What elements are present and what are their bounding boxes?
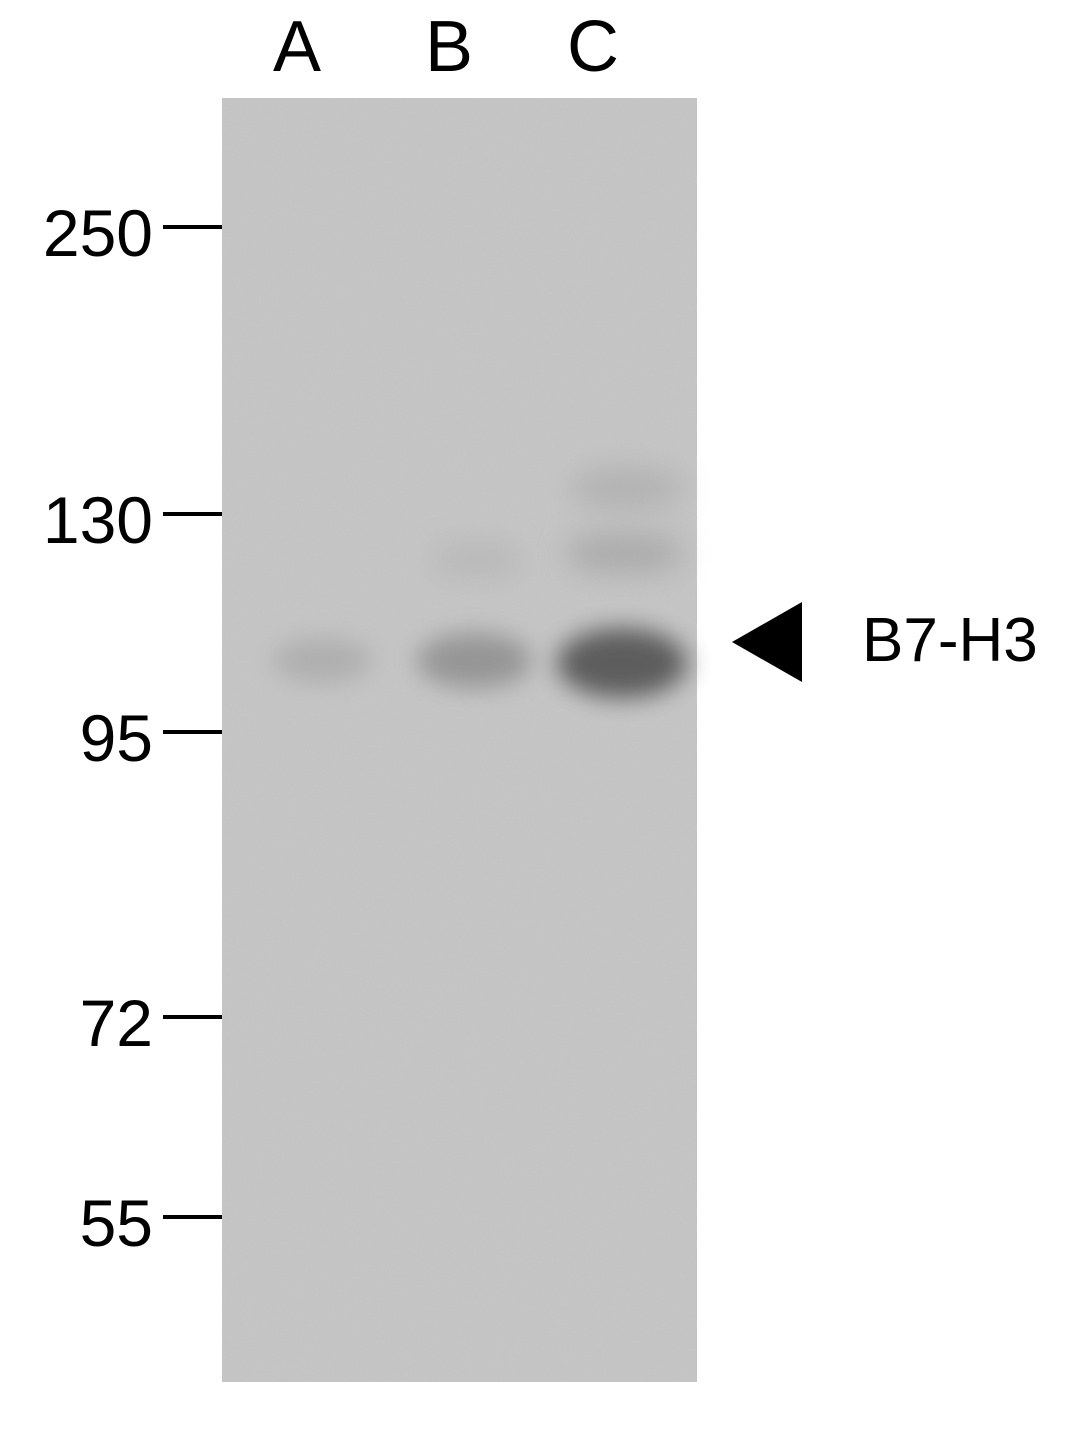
band-lane-a bbox=[272, 638, 372, 683]
mw-marker-72: 72 bbox=[80, 985, 153, 1061]
protein-label-b7h3: B7-H3 bbox=[862, 605, 1038, 676]
blot-membrane bbox=[222, 98, 697, 1382]
faint-band-c-upper2 bbox=[567, 533, 682, 573]
lane-label-c: C bbox=[567, 6, 619, 88]
arrow-icon bbox=[732, 602, 842, 682]
lane-label-a: A bbox=[273, 6, 321, 88]
lane-label-b: B bbox=[425, 6, 473, 88]
western-blot-figure: A B C 250 130 95 72 55 bbox=[0, 0, 1080, 1441]
faint-band-b-upper bbox=[432, 543, 522, 578]
mw-marker-95: 95 bbox=[80, 700, 153, 776]
faint-band-c-upper1 bbox=[572, 468, 682, 508]
band-lane-b bbox=[417, 633, 532, 688]
mw-tick-72 bbox=[163, 1015, 223, 1019]
blot-texture-icon bbox=[222, 98, 697, 1382]
mw-marker-55: 55 bbox=[80, 1185, 153, 1261]
mw-tick-250 bbox=[163, 225, 223, 229]
mw-tick-95 bbox=[163, 730, 223, 734]
mw-tick-130 bbox=[163, 512, 223, 516]
mw-tick-55 bbox=[163, 1215, 223, 1219]
mw-marker-130: 130 bbox=[43, 482, 153, 558]
mw-marker-250: 250 bbox=[43, 195, 153, 271]
band-lane-c bbox=[557, 628, 687, 698]
